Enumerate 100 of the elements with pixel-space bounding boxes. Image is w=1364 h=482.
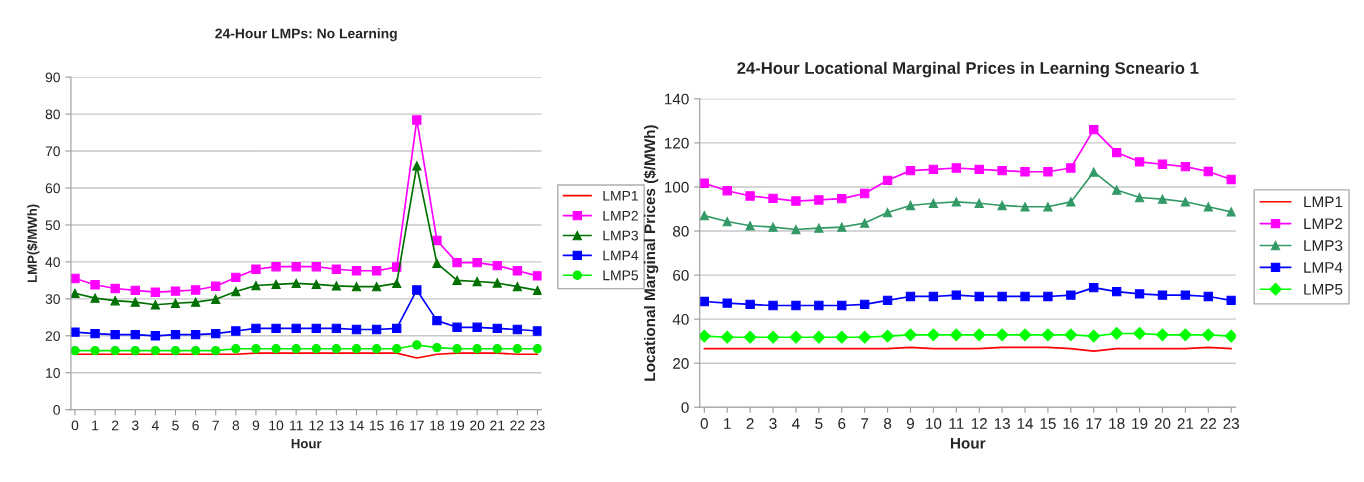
point xyxy=(926,328,940,342)
point xyxy=(70,327,80,337)
point xyxy=(928,198,939,208)
x-tick-label: 3 xyxy=(769,418,777,429)
point xyxy=(791,224,801,235)
y-tick-label: 140 xyxy=(664,93,689,105)
x-tick-label: 16 xyxy=(1063,418,1079,429)
point xyxy=(412,115,422,125)
point xyxy=(311,344,321,354)
point xyxy=(766,330,780,344)
point xyxy=(251,264,261,274)
x-tick-label: 15 xyxy=(1040,418,1056,429)
x-tick-label: 21 xyxy=(1177,418,1194,429)
point xyxy=(745,191,755,201)
y-tick-label: 90 xyxy=(45,72,60,83)
point xyxy=(211,281,221,291)
point xyxy=(432,258,442,269)
point xyxy=(190,285,201,295)
point xyxy=(1089,282,1099,293)
x-tick-label: 14 xyxy=(1017,418,1034,429)
y-tick-label: 80 xyxy=(672,225,689,237)
x-tick-label: 17 xyxy=(410,420,424,431)
point xyxy=(1064,328,1078,342)
point xyxy=(271,262,281,272)
point xyxy=(881,329,894,343)
point xyxy=(699,178,709,188)
point xyxy=(1020,202,1030,212)
point xyxy=(231,326,241,336)
y-tick-label: 20 xyxy=(45,331,60,341)
point xyxy=(311,323,321,334)
point xyxy=(1156,328,1169,342)
point xyxy=(768,222,778,232)
point xyxy=(90,280,100,290)
point xyxy=(905,291,916,302)
x-tick-label: 1 xyxy=(724,418,731,429)
point xyxy=(190,330,201,340)
point xyxy=(351,344,362,354)
point xyxy=(472,276,482,287)
point xyxy=(812,330,826,344)
point xyxy=(251,323,261,334)
point xyxy=(452,275,462,286)
legend-label: LMP2 xyxy=(603,210,638,221)
point xyxy=(291,278,301,289)
point xyxy=(951,163,961,173)
x-tick-label: 8 xyxy=(883,418,892,429)
y-tick-label: 40 xyxy=(45,257,60,268)
point xyxy=(512,344,523,354)
x-tick-label: 2 xyxy=(746,418,754,429)
x-tick-label: 23 xyxy=(1223,418,1240,429)
point xyxy=(837,222,847,232)
point xyxy=(1089,167,1099,177)
point xyxy=(432,235,442,246)
x-tick-label: 0 xyxy=(71,420,79,431)
point xyxy=(130,297,140,307)
point xyxy=(392,278,402,289)
x-tick-label: 13 xyxy=(329,420,344,431)
point xyxy=(835,330,849,344)
point xyxy=(974,164,984,175)
x-tick-label: 10 xyxy=(926,418,942,429)
point xyxy=(1203,291,1213,302)
point xyxy=(150,345,161,356)
point xyxy=(532,271,542,281)
x-tick-label: 17 xyxy=(1086,418,1102,429)
point xyxy=(699,296,709,307)
point xyxy=(70,288,80,298)
x-tick-label: 21 xyxy=(490,420,505,431)
point xyxy=(271,344,281,354)
point xyxy=(1020,167,1030,177)
point xyxy=(1157,290,1168,300)
point xyxy=(1020,291,1030,302)
point xyxy=(412,340,422,350)
point xyxy=(814,195,824,205)
point xyxy=(90,328,100,339)
point xyxy=(882,175,893,186)
legend-label: LMP3 xyxy=(1304,240,1343,251)
point xyxy=(251,280,261,291)
point xyxy=(130,285,140,296)
x-tick-label: 16 xyxy=(390,420,404,431)
point xyxy=(351,281,362,292)
chart-title: 24-Hour Locational Marginal Prices in Learning Scneario 1 xyxy=(737,61,1199,78)
point xyxy=(1224,329,1236,343)
x-tick-label: 6 xyxy=(838,418,846,429)
point xyxy=(951,197,961,207)
point xyxy=(492,344,502,354)
y-tick-label: 50 xyxy=(45,220,60,231)
point xyxy=(1180,290,1191,300)
x-tick-label: 18 xyxy=(1109,418,1125,429)
point xyxy=(997,165,1007,176)
point xyxy=(170,330,181,340)
point xyxy=(837,300,847,311)
point xyxy=(1203,202,1213,212)
x-tick-label: 4 xyxy=(151,420,159,431)
legend-label: LMP1 xyxy=(1304,196,1343,208)
point xyxy=(532,344,542,354)
legend-label: LMP2 xyxy=(1304,218,1343,229)
point xyxy=(972,328,986,342)
point xyxy=(949,328,963,342)
x-tick-label: 20 xyxy=(470,420,485,431)
point xyxy=(1157,194,1168,204)
point xyxy=(1201,328,1215,342)
